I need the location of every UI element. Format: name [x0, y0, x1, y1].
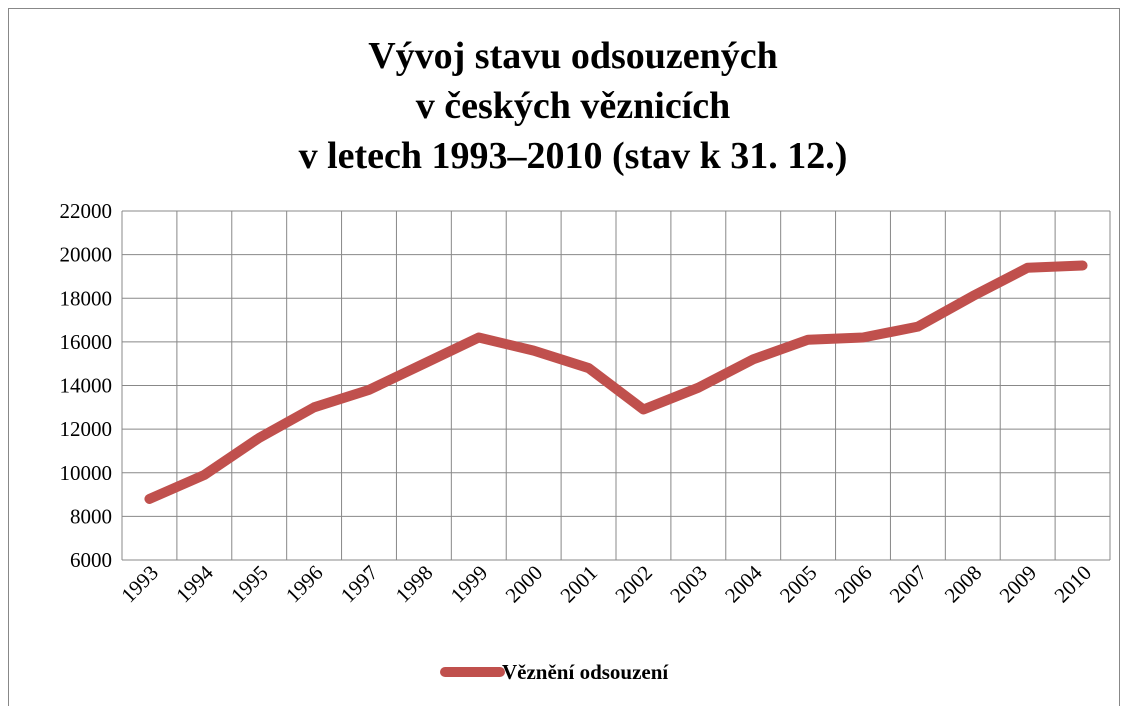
legend-label: Věznění odsouzení [502, 660, 669, 684]
y-tick-label: 14000 [60, 374, 113, 398]
chart-title: v letech 1993–2010 (stav k 31. 12.) [299, 135, 848, 177]
y-tick-label: 10000 [60, 461, 113, 485]
chart-title: v českých věznicích [416, 85, 731, 127]
y-tick-label: 22000 [60, 199, 113, 223]
y-tick-label: 18000 [60, 286, 113, 310]
y-tick-label: 12000 [60, 417, 113, 441]
y-tick-label: 6000 [70, 548, 112, 572]
y-tick-label: 20000 [60, 243, 113, 267]
y-tick-label: 16000 [60, 330, 113, 354]
y-tick-label: 8000 [70, 504, 112, 528]
data-line [144, 260, 1088, 504]
chart-title: Vývoj stavu odsouzených [368, 35, 778, 77]
